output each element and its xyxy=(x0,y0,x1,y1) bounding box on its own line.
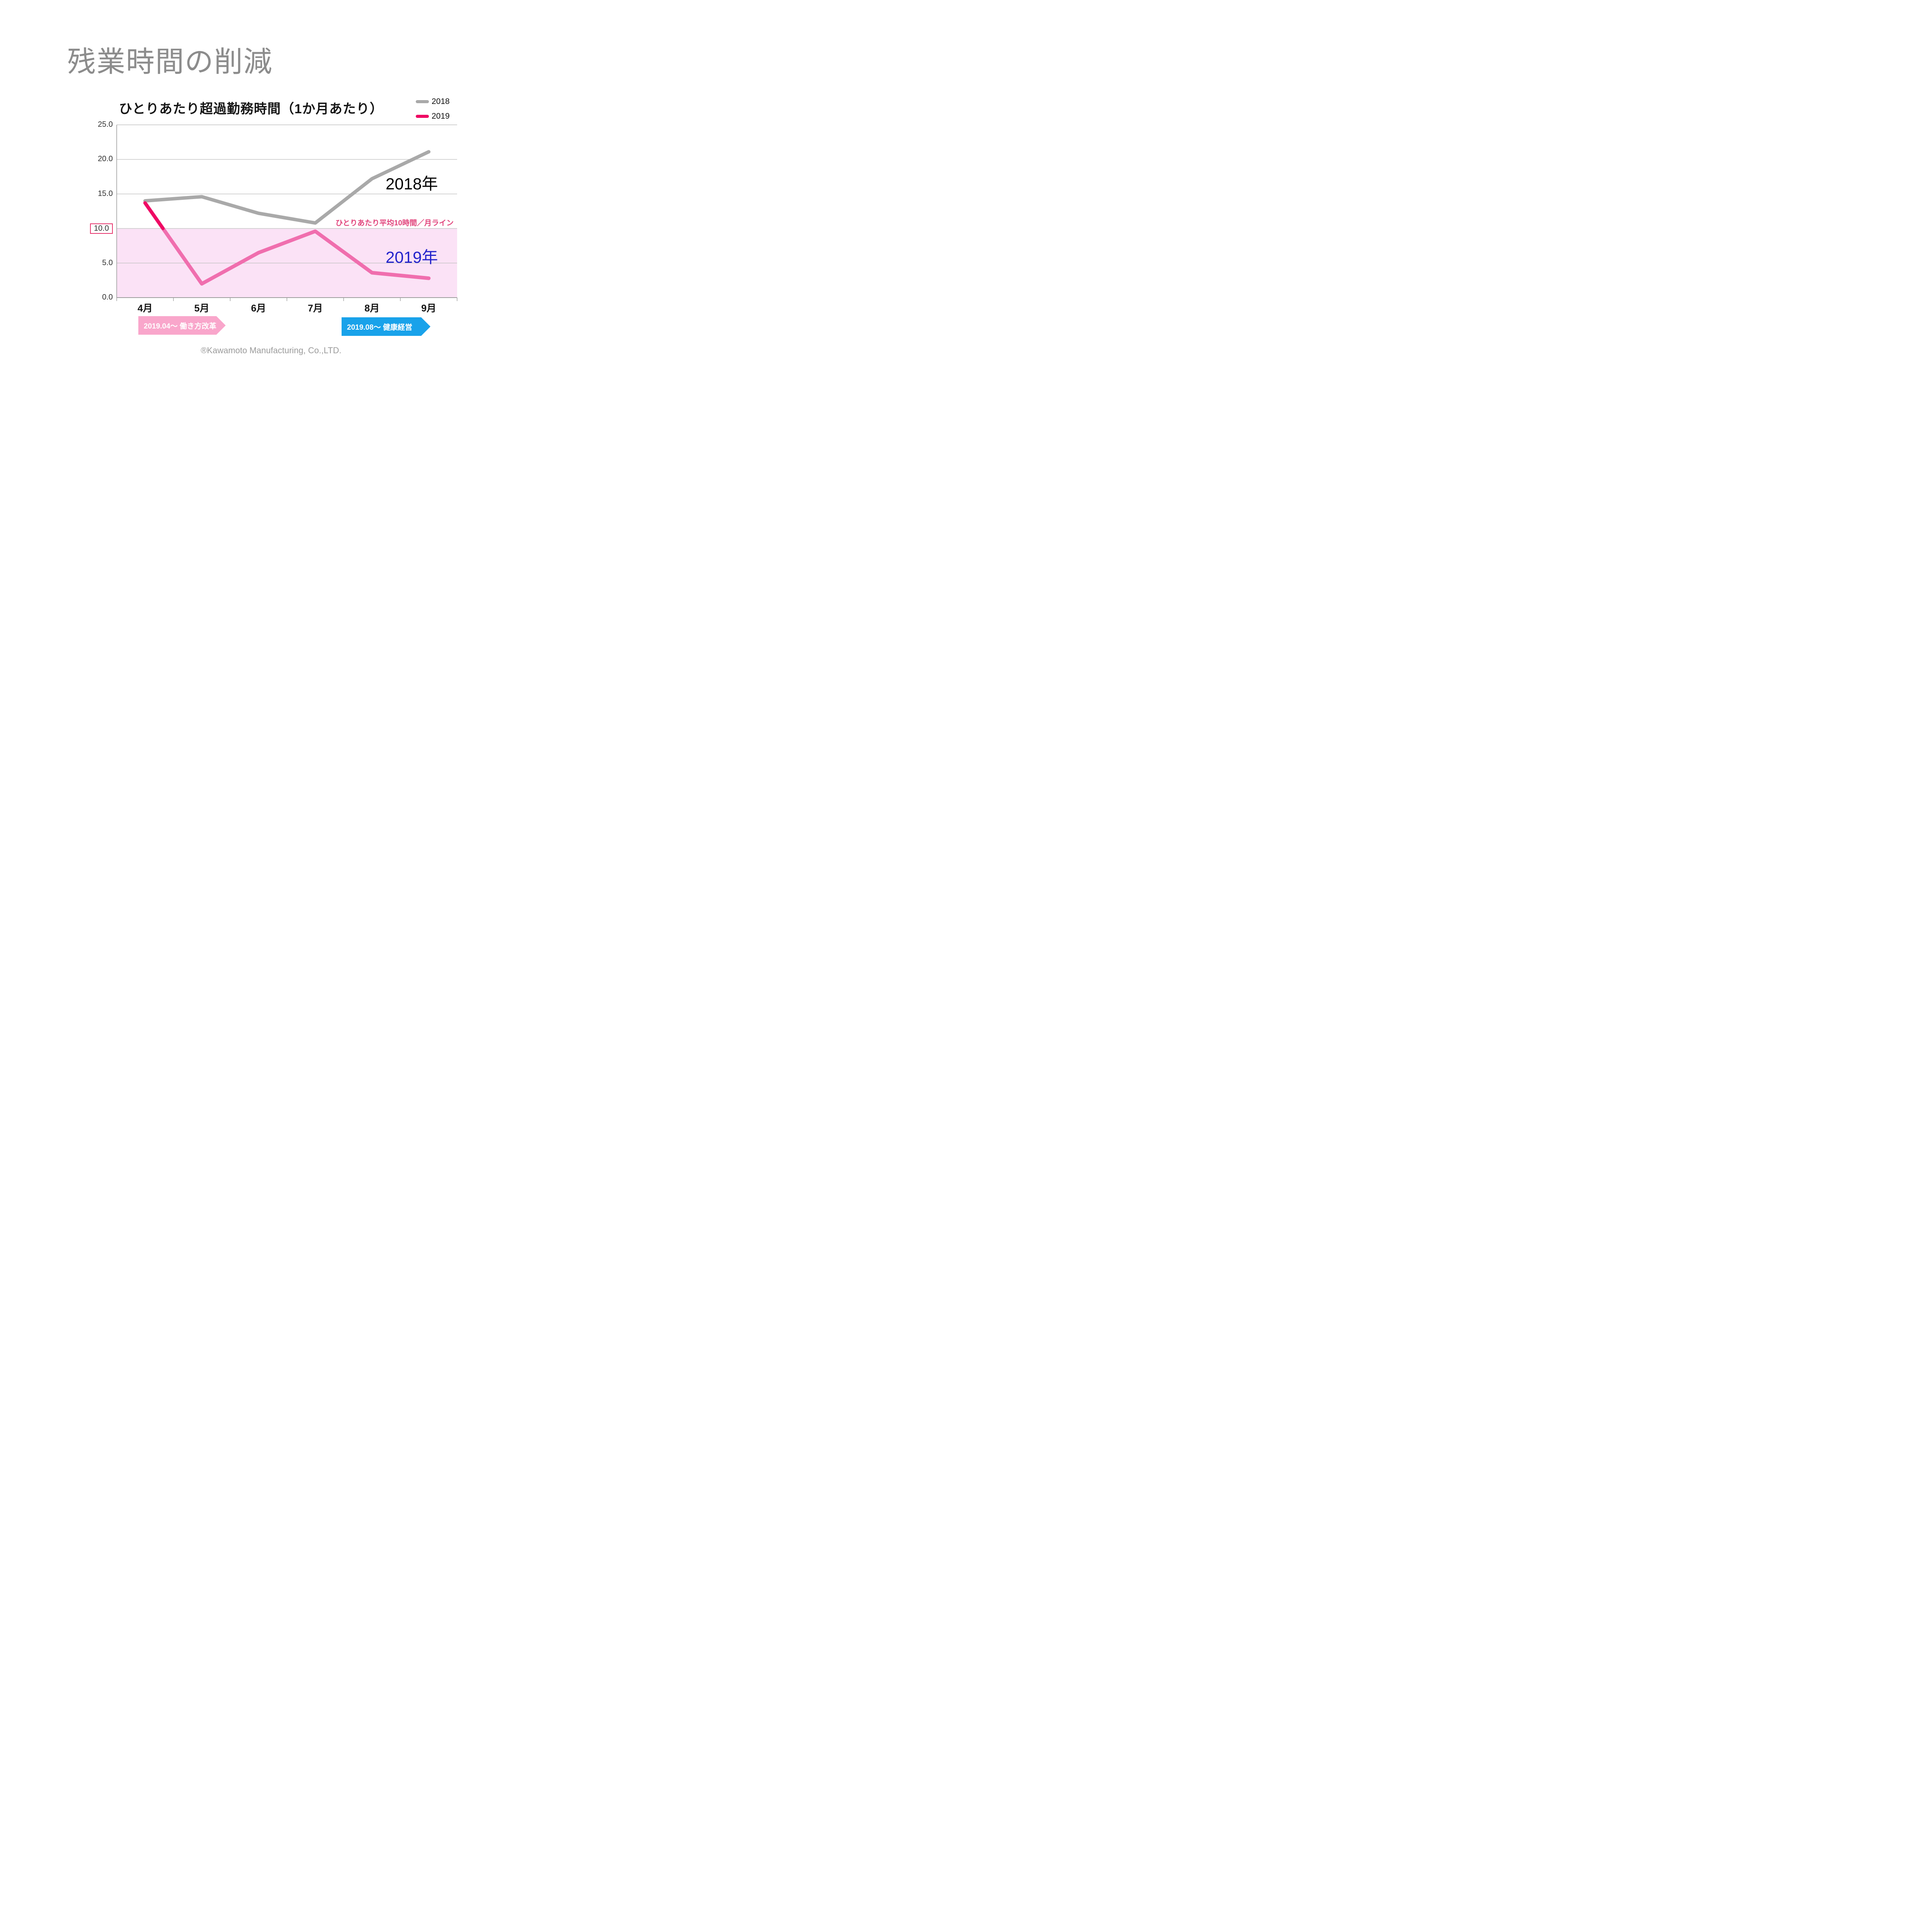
y-axis-label-box: 10.0 xyxy=(90,223,113,234)
legend-item-2018: 2018 xyxy=(416,97,450,106)
y-axis-label: 10.0 xyxy=(94,224,109,233)
x-axis-label: 8月 xyxy=(364,303,380,314)
banner-health-management: 2019.08～ 健康経営 xyxy=(342,317,430,336)
x-axis-label: 9月 xyxy=(421,303,437,314)
x-axis-label: 6月 xyxy=(251,303,266,314)
overtime-line-chart xyxy=(116,124,457,301)
x-axis-label: 5月 xyxy=(194,303,209,314)
x-axis-label: 7月 xyxy=(308,303,323,314)
axis-labels: 25.0 20.0 15.0 10.0 5.0 0.0 4月 5月 6月 7月 8月 9月 xyxy=(0,0,542,383)
legend-item-2019: 2019 xyxy=(416,112,450,121)
chart-title: ひとりあたり超過勤務時間（1か月あたり） xyxy=(119,102,383,116)
legend-2019-label: 2019 xyxy=(432,112,450,121)
series-2018-line xyxy=(143,150,431,225)
slide: 残業時間の削減 ひとりあたり超過勤務時間（1か月あたり） 2018 2019 2… xyxy=(0,0,542,383)
y-axis-label: 25.0 xyxy=(98,120,113,129)
series-label-2018: 2018年 xyxy=(386,175,438,193)
footer-company-name: ®Kawamoto Manufacturing, Co.,LTD. xyxy=(201,346,342,355)
slide-title: 残業時間の削減 xyxy=(67,46,273,78)
y-axis-label: 15.0 xyxy=(98,189,113,198)
series-2019-highlight-segment xyxy=(143,201,165,230)
legend-2018-label: 2018 xyxy=(432,97,450,106)
chart-legend: 2018 2019 xyxy=(416,97,450,127)
banner-work-style-reform: 2019.04～ 働き方改革 xyxy=(138,316,226,335)
y-axis-label: 5.0 xyxy=(102,258,113,267)
y-axis-label: 20.0 xyxy=(98,155,113,163)
series-label-2019: 2019年 xyxy=(386,248,438,266)
y-axis-label: 0.0 xyxy=(102,293,113,301)
series-2019-line xyxy=(143,201,431,286)
x-axis-label: 4月 xyxy=(137,303,153,314)
target-line-annotation: ひとりあたり平均10時間／月ライン xyxy=(335,219,454,227)
legend-2019-swatch xyxy=(416,115,429,118)
legend-2018-swatch xyxy=(416,100,429,103)
